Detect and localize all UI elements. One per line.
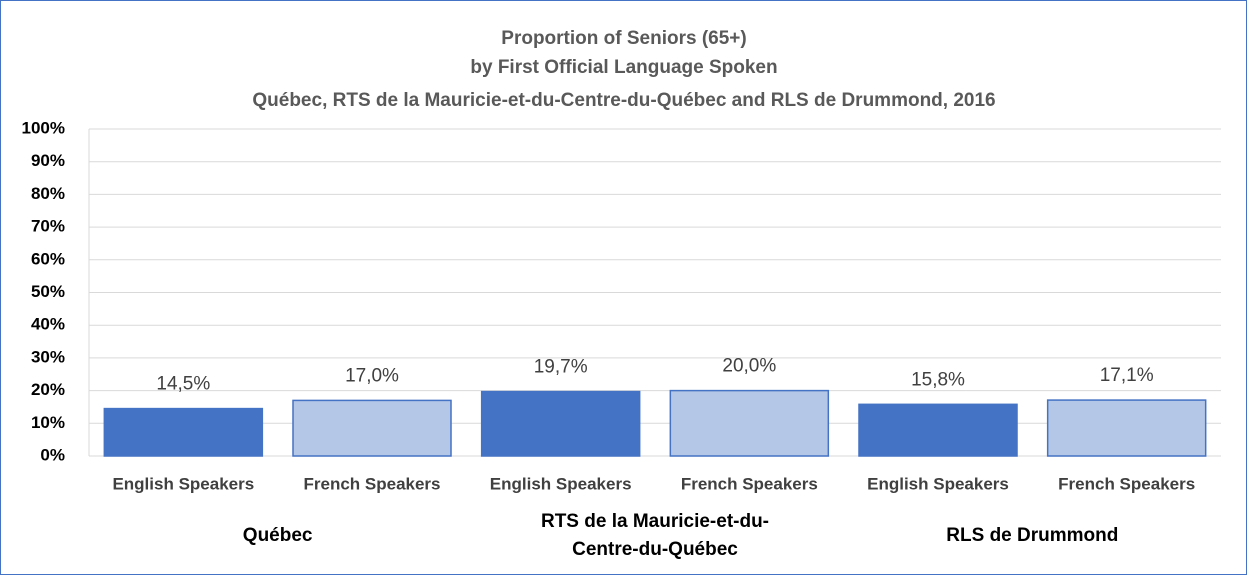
value-label: 14,5% [156, 374, 210, 395]
x-tick-label: English Speakers [490, 474, 632, 493]
chart-title: by First Official Language Spoken [470, 57, 777, 78]
y-tick-label: 50% [31, 282, 65, 301]
y-tick-label: 100% [22, 118, 65, 137]
group-label: RTS de la Mauricie-et-du-Centre-du-Québe… [540, 511, 770, 560]
value-label: 15,8% [911, 369, 965, 390]
bar [669, 389, 830, 457]
y-tick-label: 80% [31, 184, 65, 203]
x-tick-label: French Speakers [1058, 474, 1195, 493]
x-tick-label: French Speakers [681, 474, 818, 493]
y-tick-label: 90% [31, 151, 65, 170]
chart-title: Proportion of Seniors (65+) [501, 28, 746, 49]
value-label: 19,7% [534, 357, 588, 378]
y-tick-label: 30% [31, 347, 65, 366]
x-tick-label: French Speakers [303, 474, 440, 493]
y-tick-label: 0% [40, 445, 65, 464]
y-tick-label: 60% [31, 249, 65, 268]
x-tick-label: English Speakers [112, 474, 254, 493]
bar [1046, 399, 1207, 457]
bar [858, 403, 1018, 457]
y-tick-label: 10% [31, 413, 65, 432]
bar [103, 407, 264, 457]
value-label: 17,0% [345, 365, 399, 386]
y-tick-label: 70% [31, 217, 65, 236]
y-tick-label: 20% [31, 380, 65, 399]
x-tick-label: English Speakers [867, 474, 1009, 493]
group-label: RLS de Drummond [946, 525, 1119, 546]
value-label: 17,1% [1100, 365, 1154, 386]
chart-title: Québec, RTS de la Mauricie-et-du-Centre-… [252, 90, 995, 111]
bar [292, 399, 452, 457]
group-label: Québec [242, 525, 313, 546]
value-label: 20,0% [722, 356, 776, 377]
y-tick-label: 40% [31, 315, 65, 334]
bar [480, 390, 641, 457]
